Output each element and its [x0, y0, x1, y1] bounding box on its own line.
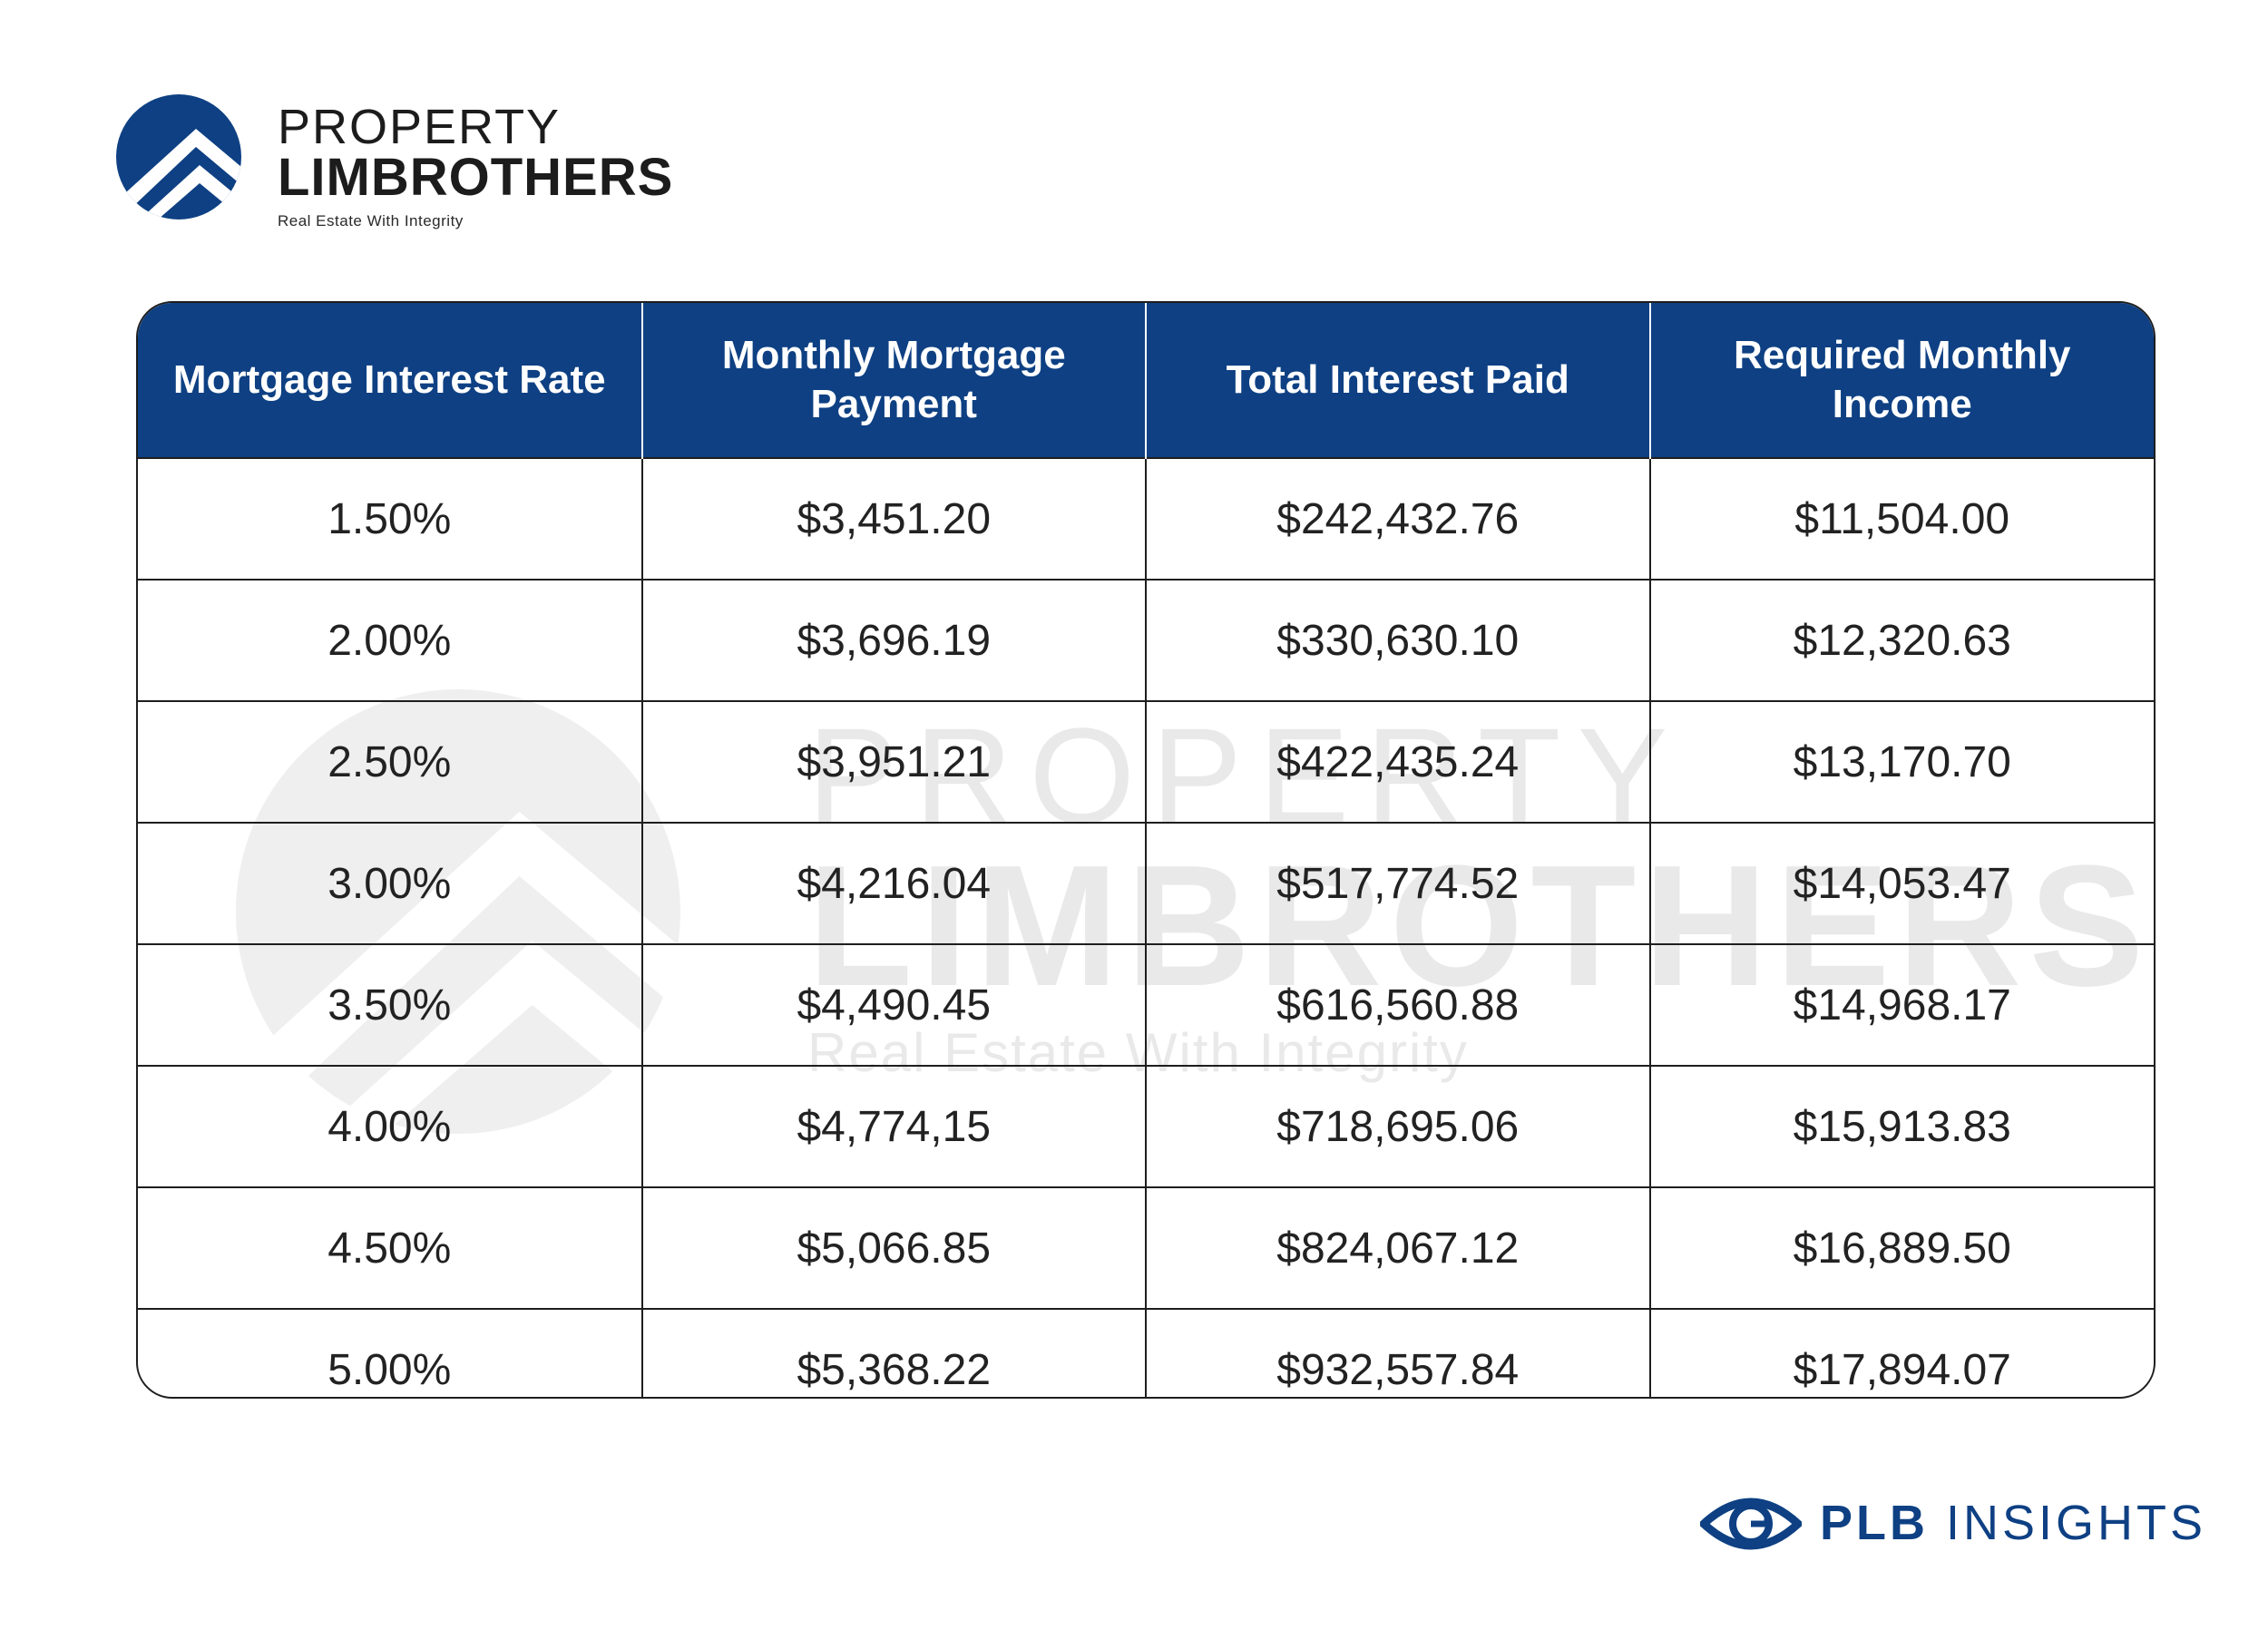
- roof-logo-icon: [116, 94, 241, 220]
- cell-income: $13,170.70: [1649, 700, 2154, 823]
- cell-rate: 4.00%: [138, 1065, 643, 1187]
- eye-icon: [1700, 1498, 1802, 1550]
- cell-income: $16,889.50: [1649, 1186, 2154, 1309]
- table-row: 3.50% $4,490.45 $616,560.88 $14,968.17: [138, 943, 2154, 1066]
- cell-income: $14,968.17: [1649, 943, 2154, 1066]
- cell-income: $15,913.83: [1649, 1065, 2154, 1187]
- cell-income: $12,320.63: [1649, 579, 2154, 701]
- cell-interest: $932,557.84: [1146, 1308, 1651, 1397]
- cell-interest: $422,435.24: [1146, 700, 1651, 823]
- cell-interest: $616,560.88: [1146, 943, 1651, 1066]
- cell-income: $17,894.07: [1649, 1308, 2154, 1397]
- table-row: 4.00% $4,774,15 $718,695.06 $15,913.83: [138, 1065, 2154, 1187]
- cell-rate: 3.00%: [138, 822, 643, 944]
- mortgage-table-grid: Mortgage Interest Rate Monthly Mortgage …: [138, 303, 2154, 1397]
- header-required-income: Required Monthly Income: [1649, 303, 2154, 458]
- brand-logo: PROPERTY LIMBROTHERS Real Estate With In…: [116, 94, 751, 230]
- cell-payment: $5,066.85: [641, 1186, 1147, 1309]
- cell-payment: $3,696.19: [641, 579, 1147, 701]
- plb-insights-text: INSIGHTS: [1946, 1496, 2207, 1550]
- table-row: 5.00% $5,368.22 $932,557.84 $17,894.07: [138, 1308, 2154, 1397]
- plb-insights-logo: PLB INSIGHTS: [1700, 1488, 2203, 1560]
- table-row: 3.00% $4,216.04 $517,774.52 $14,053.47: [138, 822, 2154, 944]
- cell-interest: $718,695.06: [1146, 1065, 1651, 1187]
- cell-rate: 2.50%: [138, 700, 643, 823]
- cell-rate: 4.50%: [138, 1186, 643, 1309]
- cell-payment: $4,490.45: [641, 943, 1147, 1066]
- cell-interest: $330,630.10: [1146, 579, 1651, 701]
- plb-insights-label: PLB INSIGHTS: [1820, 1495, 2206, 1551]
- header-interest-rate: Mortgage Interest Rate: [138, 303, 643, 458]
- cell-rate: 2.00%: [138, 579, 643, 701]
- table-header-row: Mortgage Interest Rate Monthly Mortgage …: [138, 303, 2154, 458]
- table-row: 2.50% $3,951.21 $422,435.24 $13,170.70: [138, 700, 2154, 823]
- brand-line2: LIMBROTHERS: [278, 148, 674, 207]
- plb-bold: PLB: [1820, 1496, 1929, 1550]
- brand-wordmark: PROPERTY LIMBROTHERS Real Estate With In…: [278, 102, 673, 230]
- cell-interest: $824,067.12: [1146, 1186, 1651, 1309]
- mortgage-table: Mortgage Interest Rate Monthly Mortgage …: [136, 301, 2156, 1399]
- header-monthly-payment: Monthly Mortgage Payment: [641, 303, 1147, 458]
- header-total-interest: Total Interest Paid: [1146, 303, 1651, 458]
- cell-interest: $517,774.52: [1146, 822, 1651, 944]
- cell-rate: 1.50%: [138, 457, 643, 580]
- cell-income: $14,053.47: [1649, 822, 2154, 944]
- cell-payment: $5,368.22: [641, 1308, 1147, 1397]
- brand-line1: PROPERTY: [278, 100, 562, 154]
- table-row: 4.50% $5,066.85 $824,067.12 $16,889.50: [138, 1186, 2154, 1309]
- cell-rate: 5.00%: [138, 1308, 643, 1397]
- cell-payment: $3,451.20: [641, 457, 1147, 580]
- cell-payment: $4,216.04: [641, 822, 1147, 944]
- cell-payment: $4,774,15: [641, 1065, 1147, 1187]
- cell-rate: 3.50%: [138, 943, 643, 1066]
- table-row: 2.00% $3,696.19 $330,630.10 $12,320.63: [138, 579, 2154, 701]
- cell-payment: $3,951.21: [641, 700, 1147, 823]
- cell-income: $11,504.00: [1649, 457, 2154, 580]
- brand-tagline: Real Estate With Integrity: [278, 212, 464, 229]
- table-row: 1.50% $3,451.20 $242,432.76 $11,504.00: [138, 457, 2154, 580]
- cell-interest: $242,432.76: [1146, 457, 1651, 580]
